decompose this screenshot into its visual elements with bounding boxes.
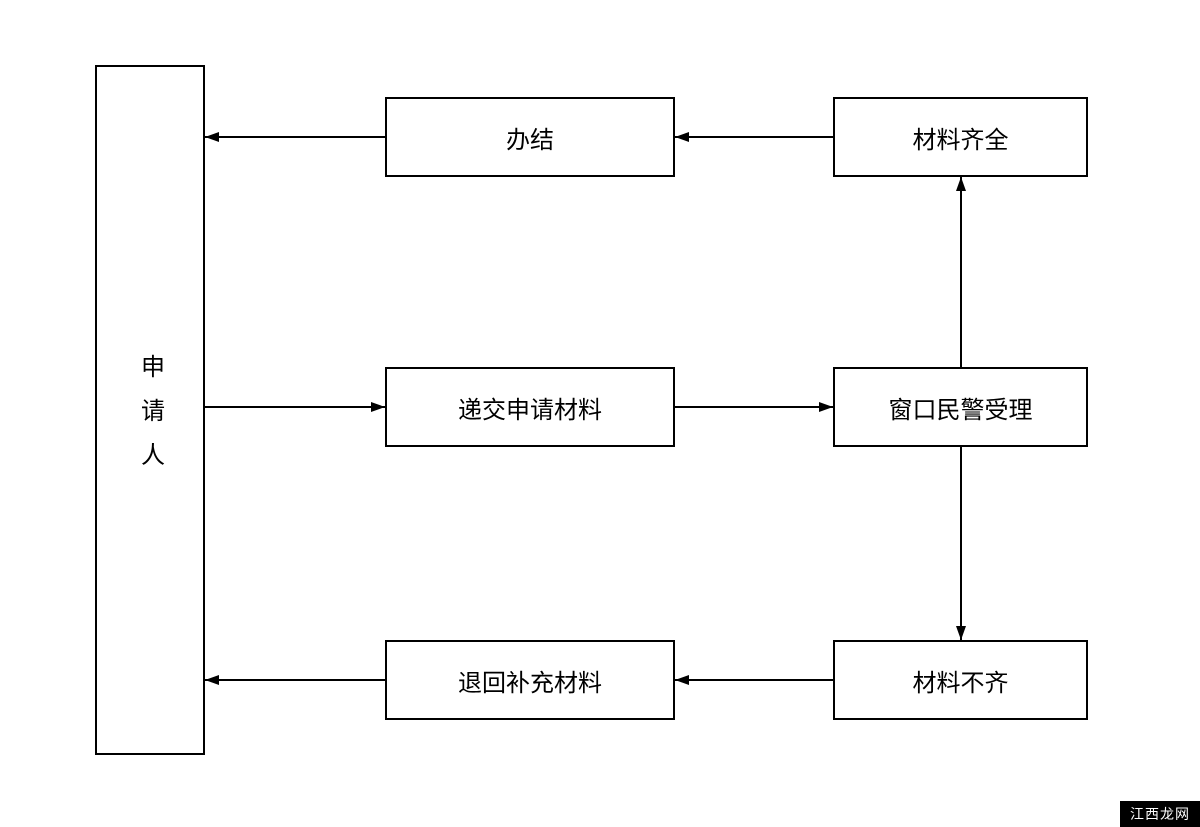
node-review: 窗口民警受理 — [833, 367, 1088, 447]
node-submit: 递交申请材料 — [385, 367, 675, 447]
node-applicant: 申请人 — [95, 65, 205, 755]
node-materials-incomplete-label: 材料不齐 — [913, 663, 1009, 698]
node-return: 退回补充材料 — [385, 640, 675, 720]
node-submit-label: 递交申请材料 — [458, 390, 602, 425]
node-materials-complete: 材料齐全 — [833, 97, 1088, 177]
node-complete-label: 办结 — [506, 120, 554, 155]
watermark: 江西龙网 — [1120, 801, 1200, 827]
node-materials-incomplete: 材料不齐 — [833, 640, 1088, 720]
node-complete: 办结 — [385, 97, 675, 177]
node-applicant-label: 申请人 — [133, 334, 168, 486]
node-materials-complete-label: 材料齐全 — [913, 120, 1009, 155]
watermark-text: 江西龙网 — [1130, 806, 1190, 822]
node-return-label: 退回补充材料 — [458, 663, 602, 698]
node-review-label: 窗口民警受理 — [889, 390, 1033, 425]
